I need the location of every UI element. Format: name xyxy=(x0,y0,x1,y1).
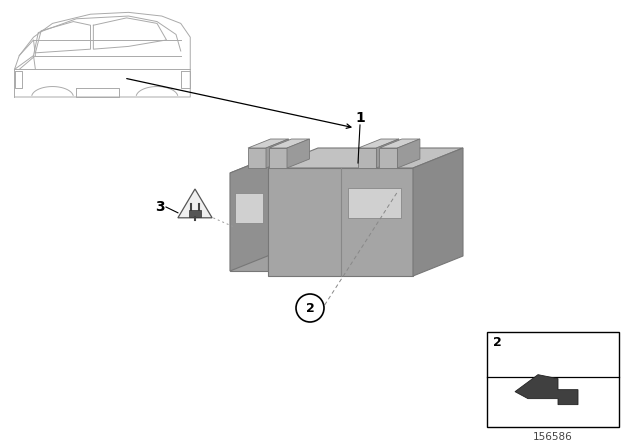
Polygon shape xyxy=(358,148,376,168)
Text: 2: 2 xyxy=(493,336,501,349)
Polygon shape xyxy=(248,148,266,168)
Polygon shape xyxy=(189,210,201,217)
Text: 3: 3 xyxy=(155,200,165,214)
Text: 156586: 156586 xyxy=(533,432,573,442)
Polygon shape xyxy=(358,139,399,148)
Text: 2: 2 xyxy=(306,302,314,314)
Polygon shape xyxy=(248,139,289,148)
Polygon shape xyxy=(376,139,399,168)
Polygon shape xyxy=(515,375,578,405)
Polygon shape xyxy=(380,148,397,168)
Polygon shape xyxy=(397,139,420,168)
Polygon shape xyxy=(235,193,263,223)
Polygon shape xyxy=(348,188,401,218)
Bar xyxy=(487,332,619,427)
Polygon shape xyxy=(178,189,212,218)
Polygon shape xyxy=(266,139,289,168)
Polygon shape xyxy=(230,173,268,271)
Polygon shape xyxy=(230,153,318,173)
Polygon shape xyxy=(268,168,413,276)
Polygon shape xyxy=(287,139,310,168)
Polygon shape xyxy=(380,139,420,148)
Polygon shape xyxy=(268,148,463,168)
Circle shape xyxy=(296,294,324,322)
Polygon shape xyxy=(230,153,280,271)
Polygon shape xyxy=(413,148,463,276)
Text: 1: 1 xyxy=(355,111,365,125)
Polygon shape xyxy=(269,139,310,148)
Polygon shape xyxy=(269,148,287,168)
